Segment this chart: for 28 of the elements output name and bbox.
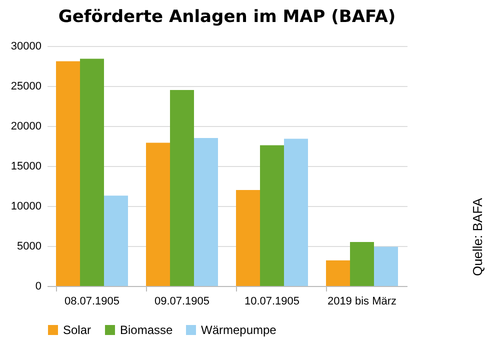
y-tick-label: 5000 <box>17 240 42 252</box>
source-note: Quelle: BAFA <box>470 198 485 276</box>
y-tick-label: 10000 <box>10 200 42 212</box>
y-tick-label: 15000 <box>10 160 42 172</box>
legend-label: Wärmepumpe <box>201 323 277 337</box>
bar <box>146 142 170 286</box>
bar <box>194 138 218 286</box>
bar <box>56 61 80 286</box>
bar <box>104 196 128 286</box>
x-tick-label: 08.07.1905 <box>64 296 120 308</box>
y-tick-label: 20000 <box>10 120 42 132</box>
x-tick-label: 10.07.1905 <box>244 296 300 308</box>
y-tick-label: 30000 <box>10 40 42 52</box>
bar <box>236 190 260 286</box>
bar <box>80 58 104 286</box>
legend-label: Biomasse <box>120 323 174 337</box>
bar <box>260 145 284 286</box>
bar <box>284 138 308 286</box>
y-tick-label: 25000 <box>10 80 42 92</box>
bar <box>350 242 374 286</box>
bar <box>326 260 350 286</box>
bar <box>374 246 398 286</box>
y-tick-label: 0 <box>35 280 42 292</box>
x-tick-label: 09.07.1905 <box>154 296 210 308</box>
x-tick-label: 2019 bis März <box>327 296 397 308</box>
bar <box>170 90 194 286</box>
legend-label: Solar <box>63 323 92 337</box>
chart-title: Geförderte Anlagen im MAP (BAFA) <box>58 7 396 27</box>
